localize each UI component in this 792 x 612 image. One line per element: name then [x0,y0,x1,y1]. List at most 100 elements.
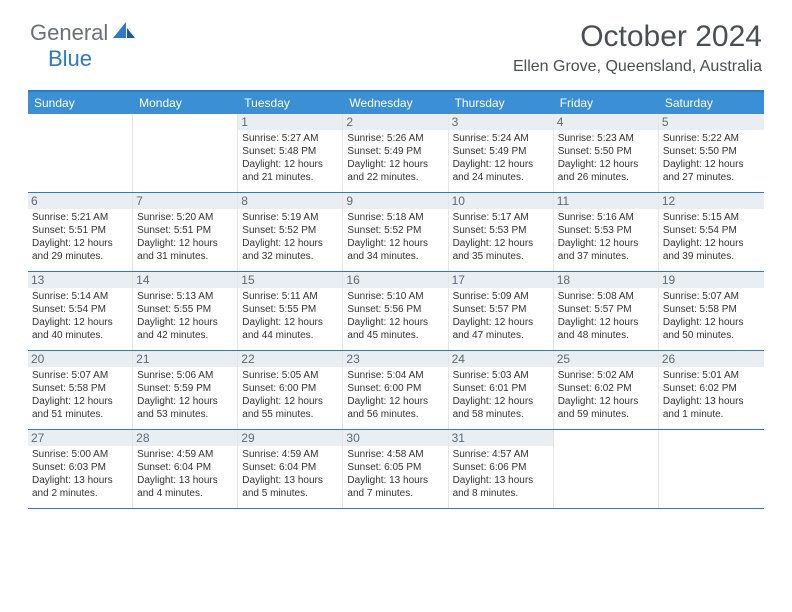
day-info: Sunrise: 5:11 AMSunset: 5:55 PMDaylight:… [242,290,338,342]
sunrise-text: Sunrise: 5:16 AM [558,211,654,224]
sunrise-text: Sunrise: 5:19 AM [242,211,338,224]
day-info: Sunrise: 5:17 AMSunset: 5:53 PMDaylight:… [453,211,549,263]
daylight-text: Daylight: 12 hours and 31 minutes. [137,237,233,263]
logo-sail-icon [113,20,135,45]
day-number: 22 [238,351,342,367]
calendar-cell: 3Sunrise: 5:24 AMSunset: 5:49 PMDaylight… [449,114,554,192]
calendar-cell: 29 Sunrise: 4:59 AMSunset: 6:04 PMDayligh… [238,430,343,508]
calendar-cell: 22 Sunrise: 5:05 AMSunset: 6:00 PMDayligh… [238,351,343,429]
calendar-cell: 19Sunrise: 5:07 AMSunset: 5:58 PMDayligh… [659,272,764,350]
daylight-text: Daylight: 12 hours and 48 minutes. [558,316,654,342]
calendar-cell: 5 Sunrise: 5:22 AMSunset: 5:50 PMDaylight… [659,114,764,192]
sunrise-text: Sunrise: 5:23 AM [558,132,654,145]
day-number: 7 [133,193,237,209]
calendar: Sunday Monday Tuesday Wednesday Thursday… [28,90,764,509]
daylight-text: Daylight: 12 hours and 44 minutes. [242,316,338,342]
day-number: 16 [343,272,447,288]
day-info: Sunrise: 5:20 AMSunset: 5:51 PMDaylight:… [137,211,233,263]
day-info: Sunrise: 5:27 AMSunset: 5:48 PMDaylight:… [242,132,338,184]
daylight-text: Daylight: 13 hours and 5 minutes. [242,474,338,500]
sunset-text: Sunset: 6:00 PM [347,382,443,395]
day-info: Sunrise: 5:23 AMSunset: 5:50 PMDaylight:… [558,132,654,184]
sunset-text: Sunset: 5:48 PM [242,145,338,158]
sunset-text: Sunset: 5:50 PM [558,145,654,158]
day-info: Sunrise: 5:08 AMSunset: 5:57 PMDaylight:… [558,290,654,342]
week-row: 20Sunrise: 5:07 AMSunset: 5:58 PMDayligh… [28,351,764,430]
sunset-text: Sunset: 5:54 PM [663,224,760,237]
sunrise-text: Sunrise: 5:05 AM [242,369,338,382]
daylight-text: Daylight: 12 hours and 55 minutes. [242,395,338,421]
sunrise-text: Sunrise: 5:07 AM [663,290,760,303]
day-number: 21 [133,351,237,367]
week-row: 27Sunrise: 5:00 AMSunset: 6:03 PMDayligh… [28,430,764,509]
day-info: Sunrise: 5:00 AMSunset: 6:03 PMDaylight:… [32,448,128,500]
day-number: 5 [659,114,764,130]
sunrise-text: Sunrise: 5:02 AM [558,369,654,382]
day-info: Sunrise: 5:13 AMSunset: 5:55 PMDaylight:… [137,290,233,342]
day-header-thu: Thursday [449,92,554,114]
day-header-mon: Monday [133,92,238,114]
day-number: 29 [238,430,342,446]
calendar-cell: 27Sunrise: 5:00 AMSunset: 6:03 PMDayligh… [28,430,133,508]
sunrise-text: Sunrise: 5:15 AM [663,211,760,224]
sunset-text: Sunset: 6:05 PM [347,461,443,474]
day-info: Sunrise: 5:07 AMSunset: 5:58 PMDaylight:… [663,290,760,342]
sunrise-text: Sunrise: 5:08 AM [558,290,654,303]
calendar-cell: . [28,114,133,192]
daylight-text: Daylight: 12 hours and 45 minutes. [347,316,443,342]
day-info: Sunrise: 5:05 AMSunset: 6:00 PMDaylight:… [242,369,338,421]
sunset-text: Sunset: 5:57 PM [558,303,654,316]
sunrise-text: Sunrise: 4:58 AM [347,448,443,461]
sunset-text: Sunset: 5:51 PM [137,224,233,237]
day-headers: Sunday Monday Tuesday Wednesday Thursday… [28,92,764,114]
daylight-text: Daylight: 12 hours and 59 minutes. [558,395,654,421]
day-number: 28 [133,430,237,446]
calendar-cell: 17Sunrise: 5:09 AMSunset: 5:57 PMDayligh… [449,272,554,350]
daylight-text: Daylight: 13 hours and 1 minute. [663,395,760,421]
calendar-cell: 28Sunrise: 4:59 AMSunset: 6:04 PMDayligh… [133,430,238,508]
sunset-text: Sunset: 6:04 PM [242,461,338,474]
day-header-fri: Friday [554,92,659,114]
day-header-wed: Wednesday [343,92,448,114]
sunrise-text: Sunrise: 5:06 AM [137,369,233,382]
day-number: 30 [343,430,447,446]
daylight-text: Daylight: 12 hours and 39 minutes. [663,237,760,263]
calendar-cell: . [133,114,238,192]
day-number: 11 [554,193,658,209]
sunrise-text: Sunrise: 5:27 AM [242,132,338,145]
sunset-text: Sunset: 5:59 PM [137,382,233,395]
day-number: 31 [449,430,553,446]
daylight-text: Daylight: 12 hours and 34 minutes. [347,237,443,263]
day-info: Sunrise: 5:06 AMSunset: 5:59 PMDaylight:… [137,369,233,421]
logo-text-general: General [30,20,108,45]
sunrise-text: Sunrise: 5:17 AM [453,211,549,224]
day-info: Sunrise: 5:26 AMSunset: 5:49 PMDaylight:… [347,132,443,184]
sunrise-text: Sunrise: 4:59 AM [242,448,338,461]
calendar-cell: 12Sunrise: 5:15 AMSunset: 5:54 PMDayligh… [659,193,764,271]
sunrise-text: Sunrise: 5:13 AM [137,290,233,303]
daylight-text: Daylight: 13 hours and 2 minutes. [32,474,128,500]
calendar-cell: 31Sunrise: 4:57 AMSunset: 6:06 PMDayligh… [449,430,554,508]
day-number: 2 [343,114,447,130]
sunrise-text: Sunrise: 5:00 AM [32,448,128,461]
day-number: 18 [554,272,658,288]
sunrise-text: Sunrise: 5:22 AM [663,132,760,145]
location: Ellen Grove, Queensland, Australia [513,58,762,76]
daylight-text: Daylight: 12 hours and 21 minutes. [242,158,338,184]
daylight-text: Daylight: 13 hours and 7 minutes. [347,474,443,500]
daylight-text: Daylight: 12 hours and 47 minutes. [453,316,549,342]
calendar-cell: 2 Sunrise: 5:26 AMSunset: 5:49 PMDaylight… [343,114,448,192]
sunrise-text: Sunrise: 5:01 AM [663,369,760,382]
calendar-cell: 13Sunrise: 5:14 AMSunset: 5:54 PMDayligh… [28,272,133,350]
daylight-text: Daylight: 13 hours and 4 minutes. [137,474,233,500]
logo: General Blue [30,20,135,72]
sunrise-text: Sunrise: 5:10 AM [347,290,443,303]
header: General Blue October 2024 Ellen Grove, Q… [0,0,792,82]
calendar-cell: 30 Sunrise: 4:58 AMSunset: 6:05 PMDayligh… [343,430,448,508]
sunrise-text: Sunrise: 5:07 AM [32,369,128,382]
sunset-text: Sunset: 5:52 PM [347,224,443,237]
daylight-text: Daylight: 12 hours and 26 minutes. [558,158,654,184]
calendar-cell: 16Sunrise: 5:10 AMSunset: 5:56 PMDayligh… [343,272,448,350]
day-info: Sunrise: 4:59 AMSunset: 6:04 PMDaylight:… [242,448,338,500]
day-info: Sunrise: 5:22 AMSunset: 5:50 PMDaylight:… [663,132,760,184]
